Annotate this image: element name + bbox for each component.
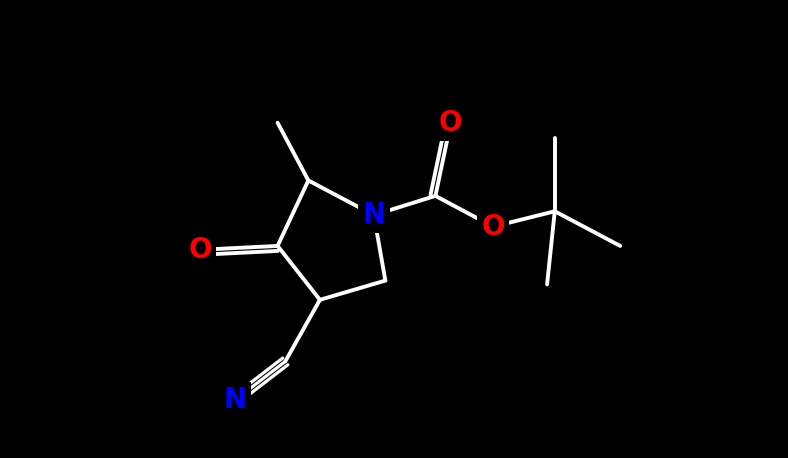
Text: N: N [224,386,247,414]
Text: N: N [362,201,385,229]
Text: O: O [439,109,463,137]
Text: O: O [481,213,505,240]
Text: O: O [189,236,212,264]
